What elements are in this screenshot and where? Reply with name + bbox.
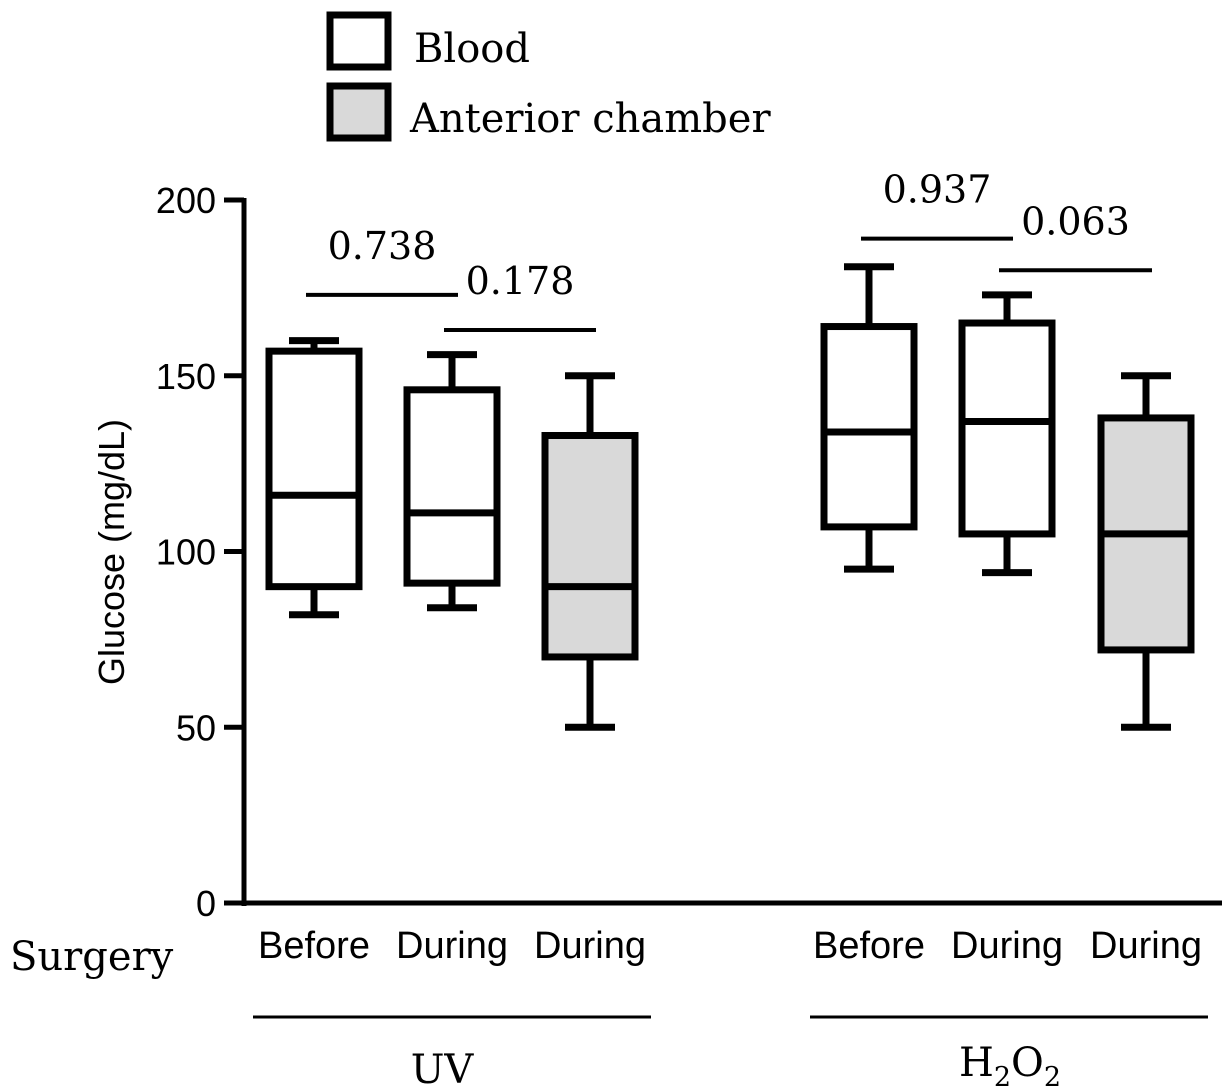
y-axis-label: Glucose (mg/dL) bbox=[91, 419, 132, 685]
legend-swatch-blood bbox=[326, 11, 392, 71]
box-0-1 bbox=[403, 351, 501, 612]
comparison-0-1-p-value: 0.178 bbox=[466, 259, 575, 303]
box-1-0-iqr-box bbox=[820, 323, 918, 531]
group-label-uv: UV bbox=[411, 1047, 475, 1089]
box-1-0 bbox=[820, 263, 918, 573]
group-label-h2o2-h: H bbox=[959, 1040, 994, 1086]
x-label-1-1: During bbox=[951, 925, 1063, 967]
y-tick-label-100: 100 bbox=[156, 532, 216, 573]
group-label-h2o2-sub1: 2 bbox=[994, 1062, 1011, 1089]
box-0-2 bbox=[541, 372, 639, 731]
y-tick-label-200: 200 bbox=[156, 180, 216, 221]
box-1-2 bbox=[1097, 372, 1195, 731]
group-label-h2o2-sub2: 2 bbox=[1044, 1062, 1061, 1089]
box-0-1-iqr-box bbox=[403, 386, 501, 587]
x-label-0-0: Before bbox=[258, 925, 370, 967]
y-tick-label-50: 50 bbox=[176, 707, 216, 748]
box-0-0 bbox=[265, 337, 363, 619]
box-0-2-iqr-box bbox=[541, 432, 639, 661]
x-label-0-1: During bbox=[396, 925, 508, 967]
x-label-1-2: During bbox=[1090, 925, 1202, 967]
comparison-1-1-p-value: 0.063 bbox=[1021, 199, 1130, 243]
y-tick-label-150: 150 bbox=[156, 356, 216, 397]
row-label-surgery: Surgery bbox=[10, 934, 174, 980]
box-1-1 bbox=[958, 291, 1056, 577]
x-label-1-0: Before bbox=[813, 925, 925, 967]
x-label-0-2: During bbox=[534, 925, 646, 967]
legend-label-anterior-chamber: Anterior chamber bbox=[409, 96, 771, 142]
y-axis: 0 50 100 150 200 Glucose (mg/dL) bbox=[91, 180, 247, 924]
group-label-h2o2: H2O2 bbox=[959, 1040, 1061, 1089]
box-0-0-iqr-box bbox=[265, 347, 363, 591]
group-label-h2o2-o: O bbox=[1011, 1040, 1044, 1086]
y-tick-label-0: 0 bbox=[196, 883, 216, 924]
legend-label-blood: Blood bbox=[414, 26, 530, 72]
comparison-1-0-p-value: 0.937 bbox=[883, 168, 992, 212]
comparison-0-0-p-value: 0.738 bbox=[328, 224, 437, 268]
legend-swatch-anterior-chamber bbox=[326, 82, 392, 142]
legend: Blood Anterior chamber bbox=[326, 11, 771, 142]
box-1-1-iqr-box bbox=[958, 319, 1056, 538]
